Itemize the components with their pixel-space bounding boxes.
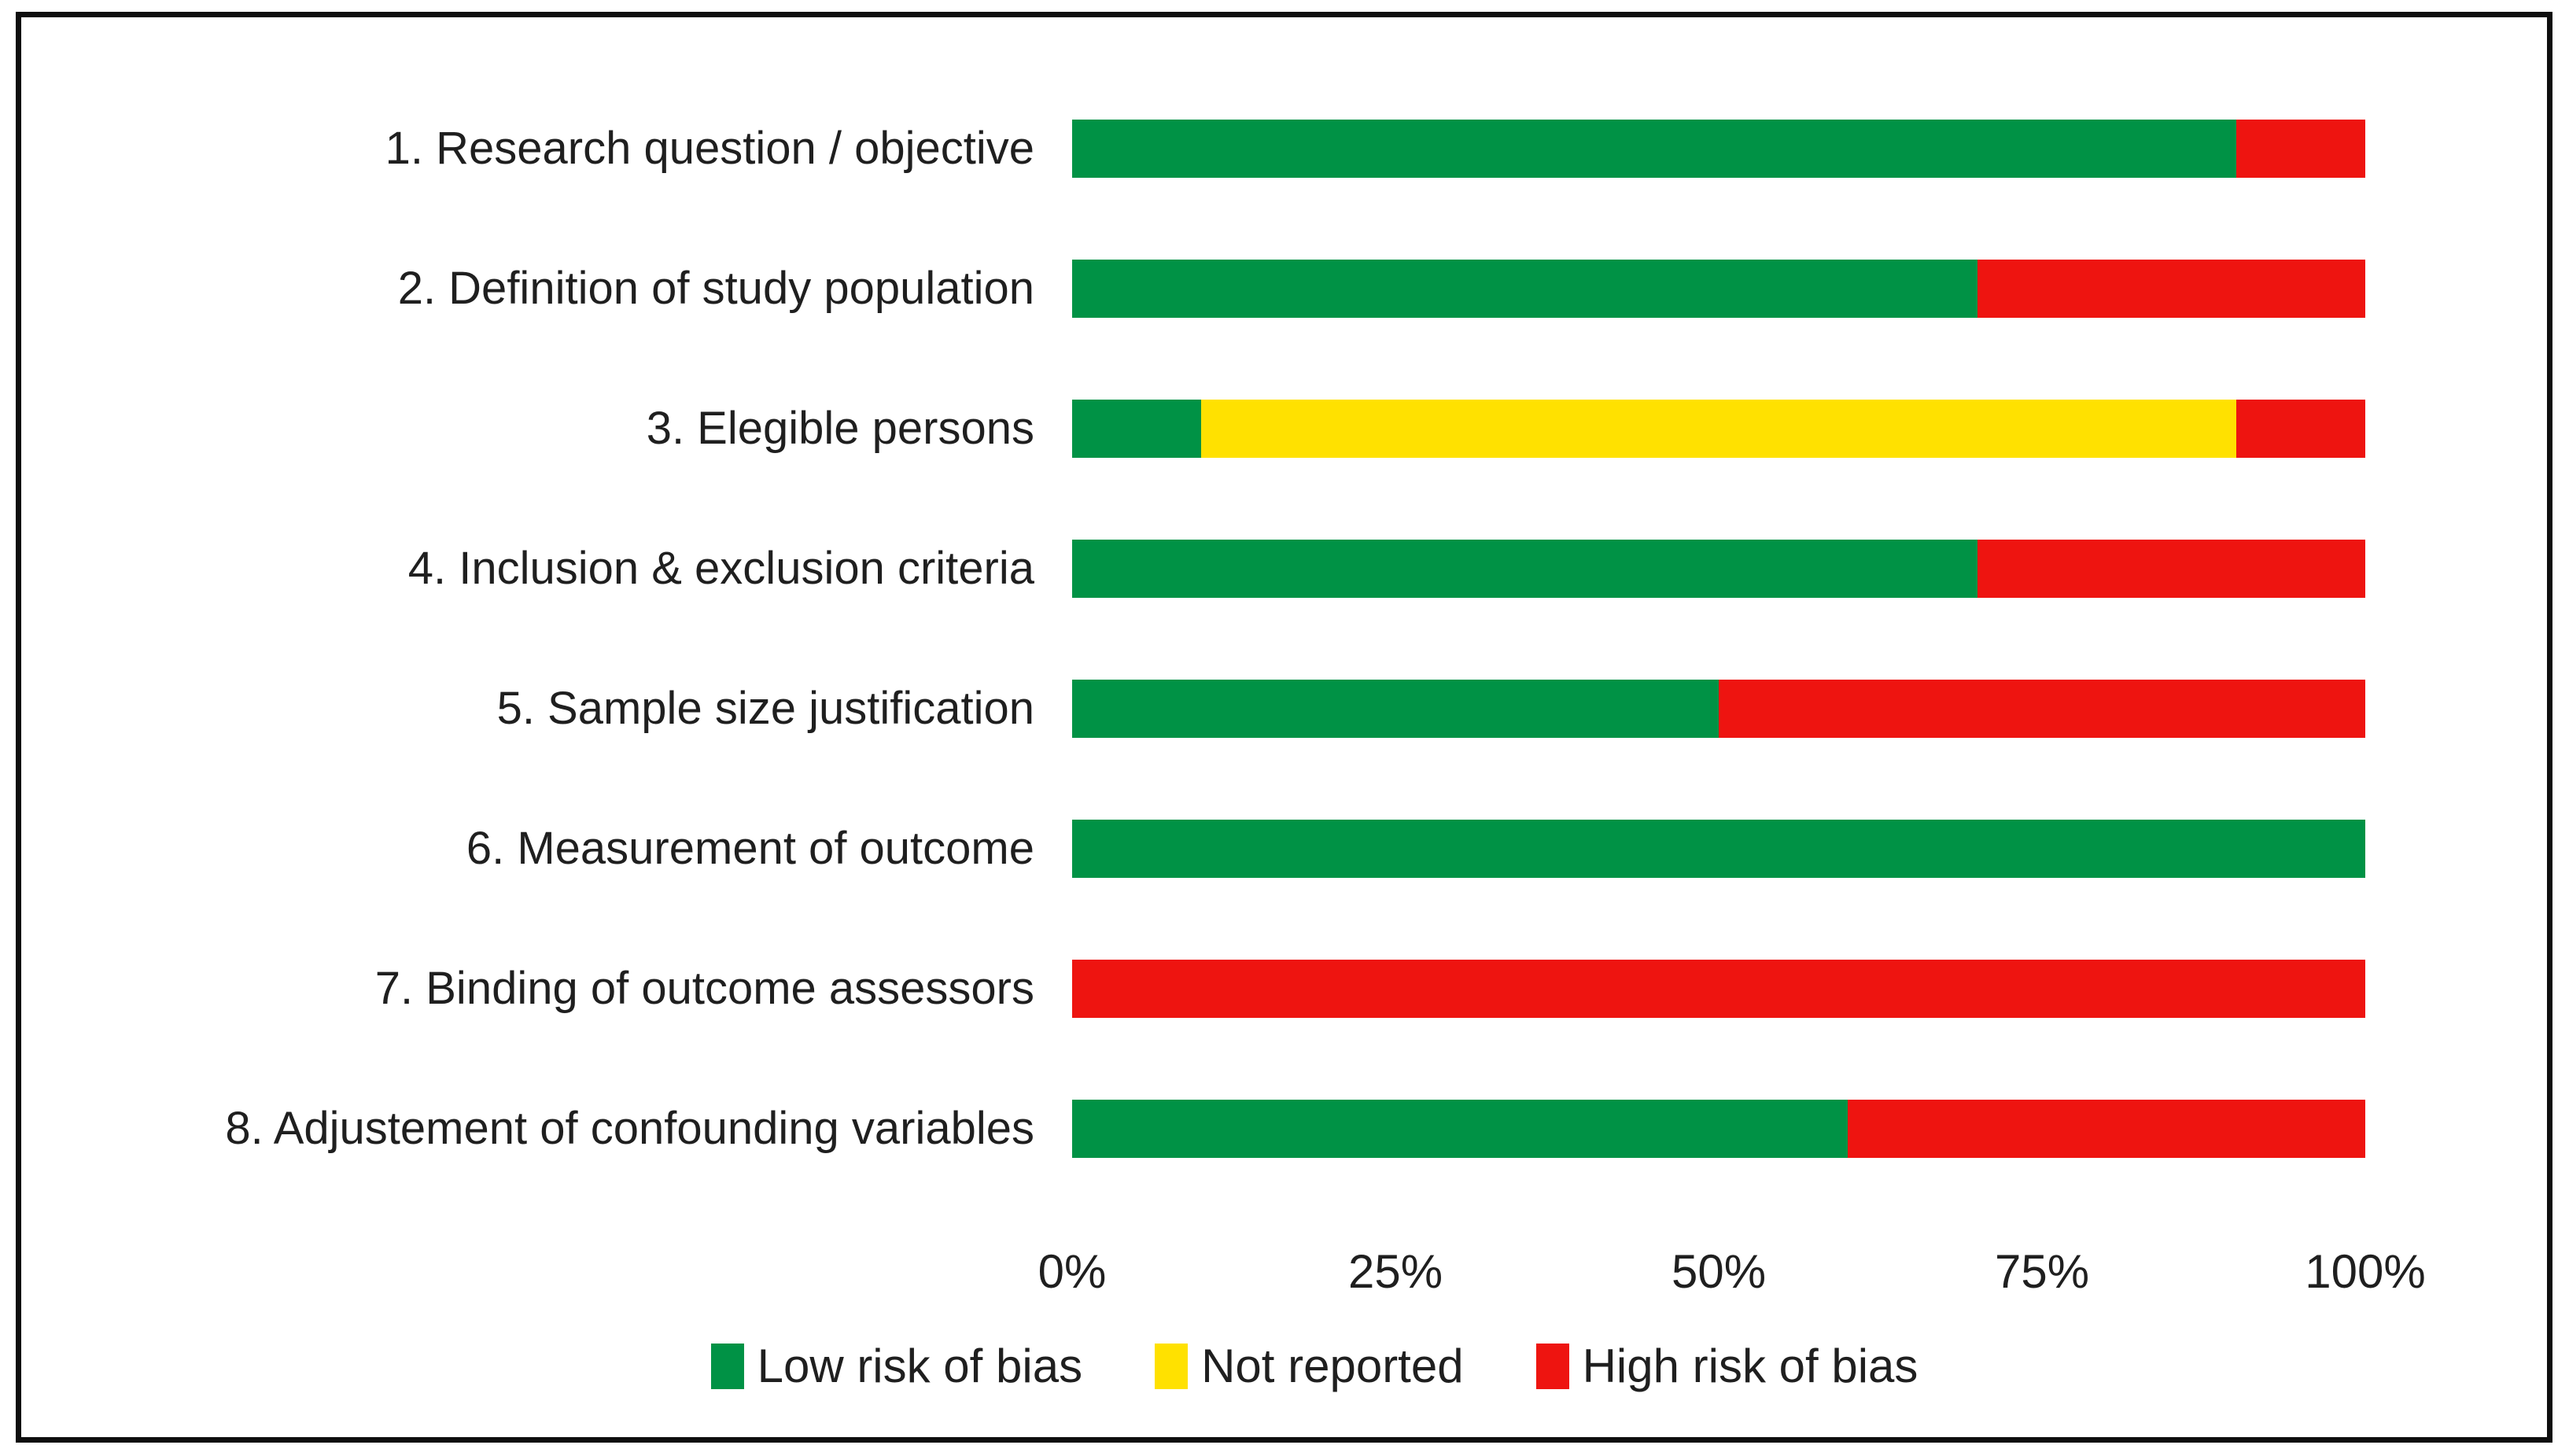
legend-swatch-not-reported xyxy=(1155,1343,1189,1389)
legend-item: Not reported xyxy=(1155,1339,1464,1393)
chart-row: 6. Measurement of outcome xyxy=(0,779,2365,919)
legend-label: Not reported xyxy=(1201,1340,1464,1392)
chart-row: 3. Elegible persons xyxy=(0,359,2365,499)
x-axis: 0% 25% 50% 75% 100% xyxy=(1038,1244,2426,1301)
stacked-bar xyxy=(1072,120,2365,178)
stacked-bar xyxy=(1072,960,2365,1018)
category-label: 8. Adjustement of confounding variables xyxy=(225,1102,1034,1154)
category-label: 3. Elegible persons xyxy=(646,402,1034,454)
bar-segment-low-risk xyxy=(1072,260,1977,318)
category-label: 5. Sample size justification xyxy=(496,682,1034,734)
bar-segment-high-risk xyxy=(2235,120,2365,178)
bar-segment-high-risk xyxy=(1719,680,2365,738)
bar-segment-low-risk xyxy=(1072,820,2365,878)
chart-row: 5. Sample size justification xyxy=(0,639,2365,779)
bar-segment-high-risk xyxy=(2235,400,2365,458)
bar-segment-high-risk xyxy=(1977,260,2365,318)
chart-row: 4. Inclusion & exclusion criteria xyxy=(0,499,2365,639)
legend-swatch-high-risk xyxy=(1535,1343,1569,1389)
bar-segment-not-reported xyxy=(1201,400,2236,458)
bar-segment-high-risk xyxy=(1072,960,2365,1018)
x-axis-tick-label: 0% xyxy=(1038,1245,1107,1298)
stacked-bar xyxy=(1072,400,2365,458)
stacked-bar xyxy=(1072,820,2365,878)
category-label: 6. Measurement of outcome xyxy=(466,822,1034,874)
stacked-bar xyxy=(1072,260,2365,318)
category-label: 1. Research question / objective xyxy=(385,122,1034,174)
bar-segment-low-risk xyxy=(1072,1100,1848,1158)
x-axis-tick-label: 50% xyxy=(1671,1245,1767,1298)
chart-row: 7. Binding of outcome assessors xyxy=(0,919,2365,1059)
chart-row: 8. Adjustement of confounding variables xyxy=(0,1059,2365,1199)
legend: Low risk of bias Not reported High risk of… xyxy=(30,1339,2569,1393)
stacked-bar xyxy=(1072,680,2365,738)
x-axis-tick-label: 25% xyxy=(1347,1245,1443,1298)
stacked-bar xyxy=(1072,540,2365,598)
legend-swatch-low-risk xyxy=(710,1343,744,1389)
bar-segment-high-risk xyxy=(1977,540,2365,598)
x-axis-tick-label: 75% xyxy=(1994,1245,2090,1298)
legend-item: High risk of bias xyxy=(1535,1339,1918,1393)
legend-label: High risk of bias xyxy=(1582,1340,1918,1392)
figure-border xyxy=(16,12,2552,1443)
bar-segment-high-risk xyxy=(1848,1100,2365,1158)
legend-label: Low risk of bias xyxy=(757,1340,1083,1392)
category-label: 4. Inclusion & exclusion criteria xyxy=(407,542,1034,594)
legend-item: Low risk of bias xyxy=(710,1339,1083,1393)
category-label: 2. Definition of study population xyxy=(397,262,1034,314)
x-axis-tick-label: 100% xyxy=(2305,1245,2426,1298)
bar-segment-low-risk xyxy=(1072,680,1719,738)
category-label: 7. Binding of outcome assessors xyxy=(374,962,1034,1014)
chart-plot-area: 1. Research question / objective 2. Defin… xyxy=(0,79,2365,1199)
stacked-bar xyxy=(1072,1100,2365,1158)
bar-segment-low-risk xyxy=(1072,400,1202,458)
bar-segment-low-risk xyxy=(1072,540,1977,598)
bar-segment-low-risk xyxy=(1072,120,2236,178)
chart-row: 2. Definition of study population xyxy=(0,219,2365,359)
chart-row: 1. Research question / objective xyxy=(0,79,2365,219)
